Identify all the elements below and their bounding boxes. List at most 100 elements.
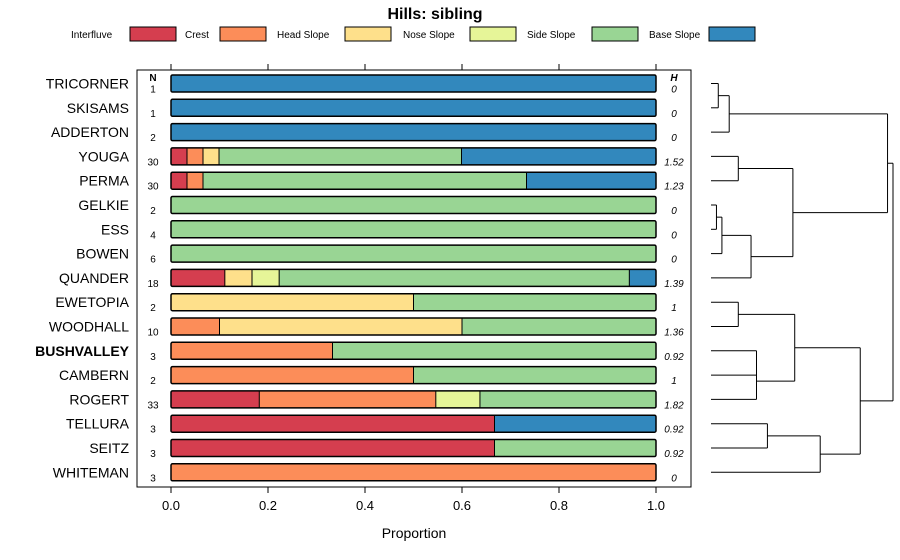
x-tick-label: 0.0 [162, 498, 180, 513]
legend-swatch-4 [591, 26, 639, 42]
category-label: TELLURA [66, 416, 130, 432]
bar-segment [187, 147, 204, 165]
category-label: SKISAMS [67, 100, 129, 116]
h-value: 0.92 [664, 449, 684, 460]
bar-segment [332, 342, 656, 360]
bar-segment [171, 293, 414, 311]
bar-segment [171, 318, 220, 335]
legend-swatch-5 [708, 26, 756, 42]
h-value: 0.92 [664, 425, 684, 436]
h-value: 1.82 [664, 400, 684, 411]
bar-segment [279, 269, 630, 287]
h-value: 1.52 [664, 157, 684, 168]
category-label: ADDERTON [51, 124, 129, 140]
n-value: 18 [147, 279, 159, 290]
bar-outline [170, 365, 657, 385]
bar-segment [171, 196, 656, 214]
h-value: 0 [671, 133, 677, 144]
h-value: 0 [671, 206, 677, 217]
legend-swatch-1 [219, 26, 267, 42]
bar-outline [170, 463, 657, 482]
category-label: WOODHALL [49, 319, 129, 335]
bar-outline [170, 268, 657, 288]
bar-segment [171, 463, 656, 481]
bar-segment [219, 318, 462, 335]
legend-label-2: Head Slope [277, 30, 330, 41]
x-tick-label: 0.4 [356, 498, 374, 513]
bar-outline [170, 414, 657, 433]
bar-outline [170, 390, 657, 409]
h-value: 1.39 [664, 279, 684, 290]
bar-segment [435, 390, 480, 408]
bar-segment [413, 293, 656, 311]
n-value: 30 [147, 182, 159, 193]
bar-outline [170, 98, 657, 118]
h-value: 0 [671, 255, 677, 266]
chart-title: Hills: sibling [387, 6, 482, 23]
bar-segment [494, 439, 656, 457]
bar-segment [171, 99, 656, 117]
h-column: H 0 0 0 1.52 1.23 0 0 0 1.39 1 1.36 0.92 1 1.82 0.92 0.… [664, 73, 684, 484]
bar-segment [203, 147, 220, 165]
bar-segment [413, 366, 656, 384]
n-value: 2 [150, 303, 156, 314]
bar-outline [170, 147, 657, 166]
legend-label-5: Base Slope [649, 30, 701, 41]
category-label: PERMA [79, 173, 129, 189]
legend-swatch-2 [344, 26, 392, 42]
bar-outline [170, 341, 657, 361]
bar-outline [170, 438, 657, 458]
category-label: WHITEMAN [53, 464, 129, 480]
category-label: QUANDER [59, 270, 129, 286]
h-value: 0 [671, 109, 677, 120]
legend-label-4: Side Slope [527, 30, 576, 41]
bar-segment [629, 269, 656, 287]
n-value: 3 [150, 352, 156, 363]
bar-outline [170, 220, 657, 239]
n-value: 4 [150, 230, 156, 241]
n-value: 1 [150, 85, 156, 96]
category-label: ROGERT [69, 391, 129, 407]
bar-segment [171, 147, 188, 165]
n-value: 6 [150, 255, 156, 266]
bar-segment [171, 123, 656, 141]
bar-outline [170, 195, 657, 215]
x-tick-label: 0.8 [550, 498, 568, 513]
bar-segment [461, 147, 656, 165]
category-label: ESS [101, 221, 129, 237]
bar-segment [171, 390, 260, 408]
n-value: 33 [147, 400, 159, 411]
bar-outline [170, 171, 657, 190]
plot-panel [136, 69, 692, 488]
bar-segment [171, 415, 495, 433]
bar-segment [171, 220, 656, 238]
legend-swatch-0 [129, 26, 177, 42]
n-value: 3 [150, 425, 156, 436]
n-value: 30 [147, 157, 159, 168]
h-value: 0 [671, 230, 677, 241]
bar-outline [170, 292, 657, 312]
category-label: CAMBERN [59, 367, 129, 383]
category-label: BOWEN [76, 246, 129, 262]
bar-segment [203, 172, 527, 190]
bar-segment [251, 269, 280, 287]
legend-label-0: Interfluve [71, 30, 113, 41]
h-value: 0 [671, 473, 677, 484]
n-value: 3 [150, 449, 156, 460]
n-value: 2 [150, 376, 156, 387]
legend-label-1: Crest [185, 30, 209, 41]
x-axis: 0.0 0.2 0.4 0.6 0.8 1.0 [162, 64, 665, 513]
n-value: 1 [150, 109, 156, 120]
h-value: 1 [671, 376, 677, 387]
legend: Interfluve Crest Head Slope Nose Slope Side … [71, 26, 756, 42]
legend-label-3: Nose Slope [403, 30, 455, 41]
bar-segment [224, 269, 252, 287]
bar-segment [259, 390, 436, 408]
category-label: GELKIE [78, 197, 129, 213]
bar-segment [171, 439, 495, 457]
bar-segment [171, 172, 188, 190]
n-value: 10 [147, 328, 159, 339]
bar-segment [479, 390, 656, 408]
category-labels: TRICORNER SKISAMS ADDERTON YOUGA PERMA GELKIE… [35, 76, 130, 481]
